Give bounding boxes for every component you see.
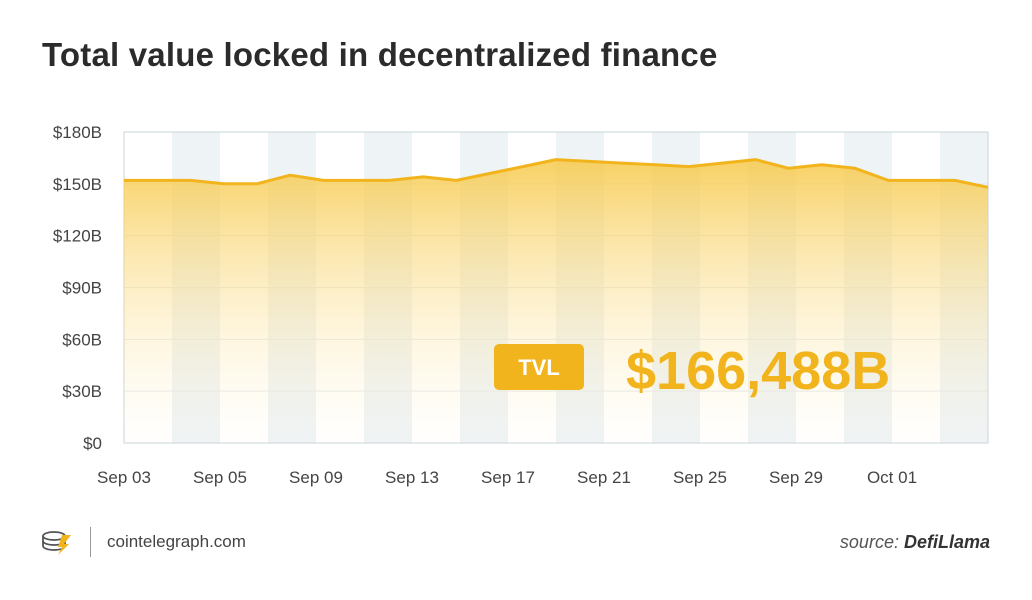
tvl-line [124, 158, 989, 189]
tvl-big-value: $166,488B [626, 341, 890, 401]
tvl-badge [494, 344, 584, 390]
y-tick-label: $30B [62, 382, 102, 401]
source-prefix: source: [839, 532, 899, 552]
brand: cointelegraph.com [40, 526, 246, 558]
y-tick-label: $90B [62, 279, 102, 298]
brand-url[interactable]: cointelegraph.com [107, 532, 246, 551]
y-tick-label: $180B [53, 123, 102, 142]
x-tick-label: Sep 29 [769, 468, 823, 487]
chart-title: Total value locked in decentralized fina… [42, 36, 718, 73]
tvl-area-fill [124, 159, 988, 443]
x-tick-label: Sep 13 [385, 468, 439, 487]
x-tick-label: Sep 09 [289, 468, 343, 487]
source-credit: source: DefiLlama [840, 532, 990, 553]
source-name: DefiLlama [903, 532, 990, 552]
x-axis-ticks: Sep 03 Sep 05 Sep 09 Sep 13 Sep 17 Sep 21 Sep … [97, 468, 917, 487]
x-tick-label: Sep 17 [481, 468, 535, 487]
x-tick-label: Sep 25 [673, 468, 727, 487]
brand-separator [90, 527, 91, 557]
x-tick-label: Oct 01 [867, 468, 917, 487]
y-tick-label: $150B [53, 175, 102, 194]
x-tick-label: Sep 21 [577, 468, 631, 487]
tvl-area-chart: $0$30B$60B$90B$120B$150B$180B Sep 03 Sep … [53, 123, 989, 487]
x-tick-label: Sep 03 [97, 468, 151, 487]
cointelegraph-logo-icon [42, 531, 71, 555]
x-tick-label: Sep 05 [193, 468, 247, 487]
y-tick-label: $60B [62, 330, 102, 349]
y-axis-ticks: $0 $30B $60B $90B $120B $150B $180B [53, 123, 102, 453]
tvl-annotation: TVL $166,488B [494, 341, 890, 401]
y-tick-label: $0 [83, 434, 102, 453]
tvl-badge-label: TVL [518, 355, 560, 380]
y-tick-label: $120B [53, 227, 102, 246]
